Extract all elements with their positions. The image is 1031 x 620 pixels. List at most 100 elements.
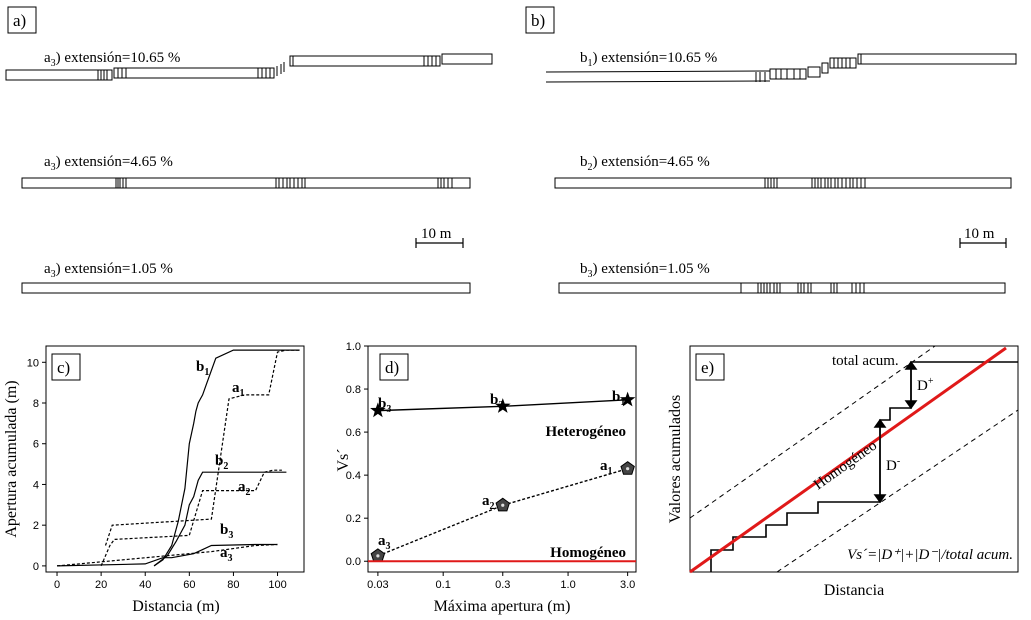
- y-tick-label: 8: [33, 398, 39, 410]
- homogeneous-label-e: Homogéneo: [811, 438, 880, 494]
- plot-c-frame: [45, 345, 305, 573]
- panel-e-label: e): [701, 358, 714, 377]
- curve-b1: [153, 349, 300, 567]
- y-tick-label: 2: [33, 520, 39, 532]
- panel-e: e) total acum. D+ D- Homogéneo Vs´=|D⁺|+…: [667, 345, 1019, 599]
- x-tick-label: 0.1: [436, 579, 451, 591]
- point-star: [495, 398, 511, 413]
- d-plus-label: D+: [917, 376, 934, 394]
- strip-b-3: [558, 282, 1006, 294]
- y-tick-label: 0.2: [346, 513, 361, 525]
- curve-a3: [56, 543, 278, 567]
- panel-b: b) b1) extensión=10.65 % b2) extensión=4…: [525, 6, 1017, 294]
- y-tick-label: 6: [33, 439, 39, 451]
- x-tick-label: 0.03: [367, 579, 388, 591]
- curve-a2: [100, 469, 282, 567]
- point-pentagon-center: [501, 503, 505, 507]
- x-tick-label: 60: [183, 579, 195, 591]
- panel-b-label: b): [531, 11, 545, 30]
- d-plus-arrow: [904, 360, 918, 410]
- x-tick-label: 80: [227, 579, 239, 591]
- x-tick-label: 3.0: [620, 579, 635, 591]
- plot-d-frame: [367, 345, 637, 573]
- cumulative-step-curve: [710, 361, 1018, 572]
- point-star: [370, 402, 386, 418]
- point-pentagon-center: [376, 554, 380, 558]
- strip-a-2: [21, 177, 471, 189]
- plot-d-xlabel: Máxima apertura (m): [434, 598, 571, 615]
- scale-bar-b: [959, 238, 1007, 248]
- upper-envelope-line: [689, 345, 936, 519]
- scale-label-a: 10 m: [421, 226, 452, 242]
- point-label-a1: a1: [600, 458, 613, 477]
- y-tick-label: 0.6: [346, 427, 361, 439]
- panel-a-label: a): [13, 11, 26, 30]
- plot-d-marks: [368, 391, 636, 563]
- y-tick-label: 0: [33, 561, 39, 573]
- y-tick-label: 0.8: [346, 384, 361, 396]
- series-line-a: [377, 468, 628, 557]
- heterogeneous-label: Heterogéneo: [545, 424, 626, 440]
- plot-c-xlabel: Distancia (m): [132, 598, 220, 615]
- plot-e-xlabel: Distancia: [824, 582, 884, 599]
- d-minus-arrow: [873, 418, 887, 504]
- x-tick-label: 20: [95, 579, 107, 591]
- x-tick-label: 1.0: [560, 579, 575, 591]
- point-label-a3: a3: [378, 533, 391, 552]
- scale-bar-a: [415, 238, 464, 248]
- panel-e-label-box: [695, 353, 725, 381]
- panel-d-label-box: [379, 353, 409, 381]
- y-tick-label: 1.0: [346, 341, 361, 353]
- panel-c: c) 0 20 40 60 80 100 0 2 4 6 8 10 Distancia (m) Ape…: [3, 345, 305, 615]
- x-tick-label: 0: [54, 579, 60, 591]
- total-acum-label: total acum.: [832, 353, 899, 369]
- y-tick-label: 10: [27, 357, 39, 369]
- panel-a-label-box: [7, 6, 37, 34]
- caption-a-3: a3) extensión=1.05 %: [44, 261, 173, 280]
- point-label-a2: a2: [482, 493, 495, 512]
- point-star: [619, 391, 636, 407]
- x-tick-label: 0.3: [495, 579, 510, 591]
- plot-d-ticks: 0.03 0.1 0.3 1.0 3.0 0.0 0.2 0.4 0.6 0.8 1.0: [346, 341, 636, 591]
- panel-d-label: d): [385, 358, 399, 377]
- strip-a-3: [21, 282, 471, 294]
- vs-formula: Vs´=|D⁺|+|D⁻|/total acum.: [847, 547, 1013, 563]
- curve-a1: [104, 349, 300, 546]
- plot-c-lines: [56, 349, 300, 567]
- x-tick-label: 100: [268, 579, 286, 591]
- strip-b-1: [545, 53, 1017, 83]
- plot-e-frame: [689, 345, 1019, 573]
- curve-label-a2: a2: [238, 479, 251, 498]
- plot-e-ylabel: Valores acumulados: [667, 395, 684, 523]
- caption-b-1: b1) extensión=10.65 %: [580, 50, 717, 69]
- strip-b-2: [554, 177, 1012, 189]
- curve-label-a3: a3: [220, 545, 233, 564]
- caption-a-1: a3) extensión=10.65 %: [44, 50, 180, 69]
- homogeneous-line: [689, 346, 1007, 574]
- caption-b-2: b2) extensión=4.65 %: [580, 154, 710, 173]
- d-minus-label: D-: [886, 456, 900, 474]
- curve-label-b2: b2: [215, 453, 228, 472]
- y-tick-label: 0.4: [346, 470, 361, 482]
- plot-c-ylabel: Apertura acumulada (m): [3, 380, 20, 537]
- panel-c-label: c): [57, 358, 70, 377]
- plot-c-ticks: 0 20 40 60 80 100 0 2 4 6 8 10: [27, 357, 287, 591]
- caption-b-3: b3) extensión=1.05 %: [580, 261, 710, 280]
- plot-d-ylabel: Vs´: [335, 448, 352, 471]
- curve-label-b3: b3: [220, 522, 233, 541]
- point-label-b2: b2: [490, 392, 503, 411]
- caption-a-2: a3) extensión=4.65 %: [44, 154, 173, 173]
- panel-c-label-box: [51, 353, 81, 381]
- panel-a: a) a3) extensión=10.65 % a3) extensión=4…: [5, 6, 493, 294]
- y-tick-label: 4: [33, 479, 39, 491]
- strip-a-1: [5, 53, 493, 81]
- curve-label-b1: b1: [196, 359, 209, 378]
- point-pentagon-center: [626, 467, 630, 471]
- point-label-b3: b3: [378, 396, 391, 415]
- homogeneous-label-d: Homogéneo: [550, 545, 626, 561]
- point-label-b1: b1: [612, 389, 625, 408]
- scale-label-b: 10 m: [964, 226, 995, 242]
- lower-envelope-line: [776, 409, 1019, 573]
- panel-b-label-box: [525, 6, 555, 34]
